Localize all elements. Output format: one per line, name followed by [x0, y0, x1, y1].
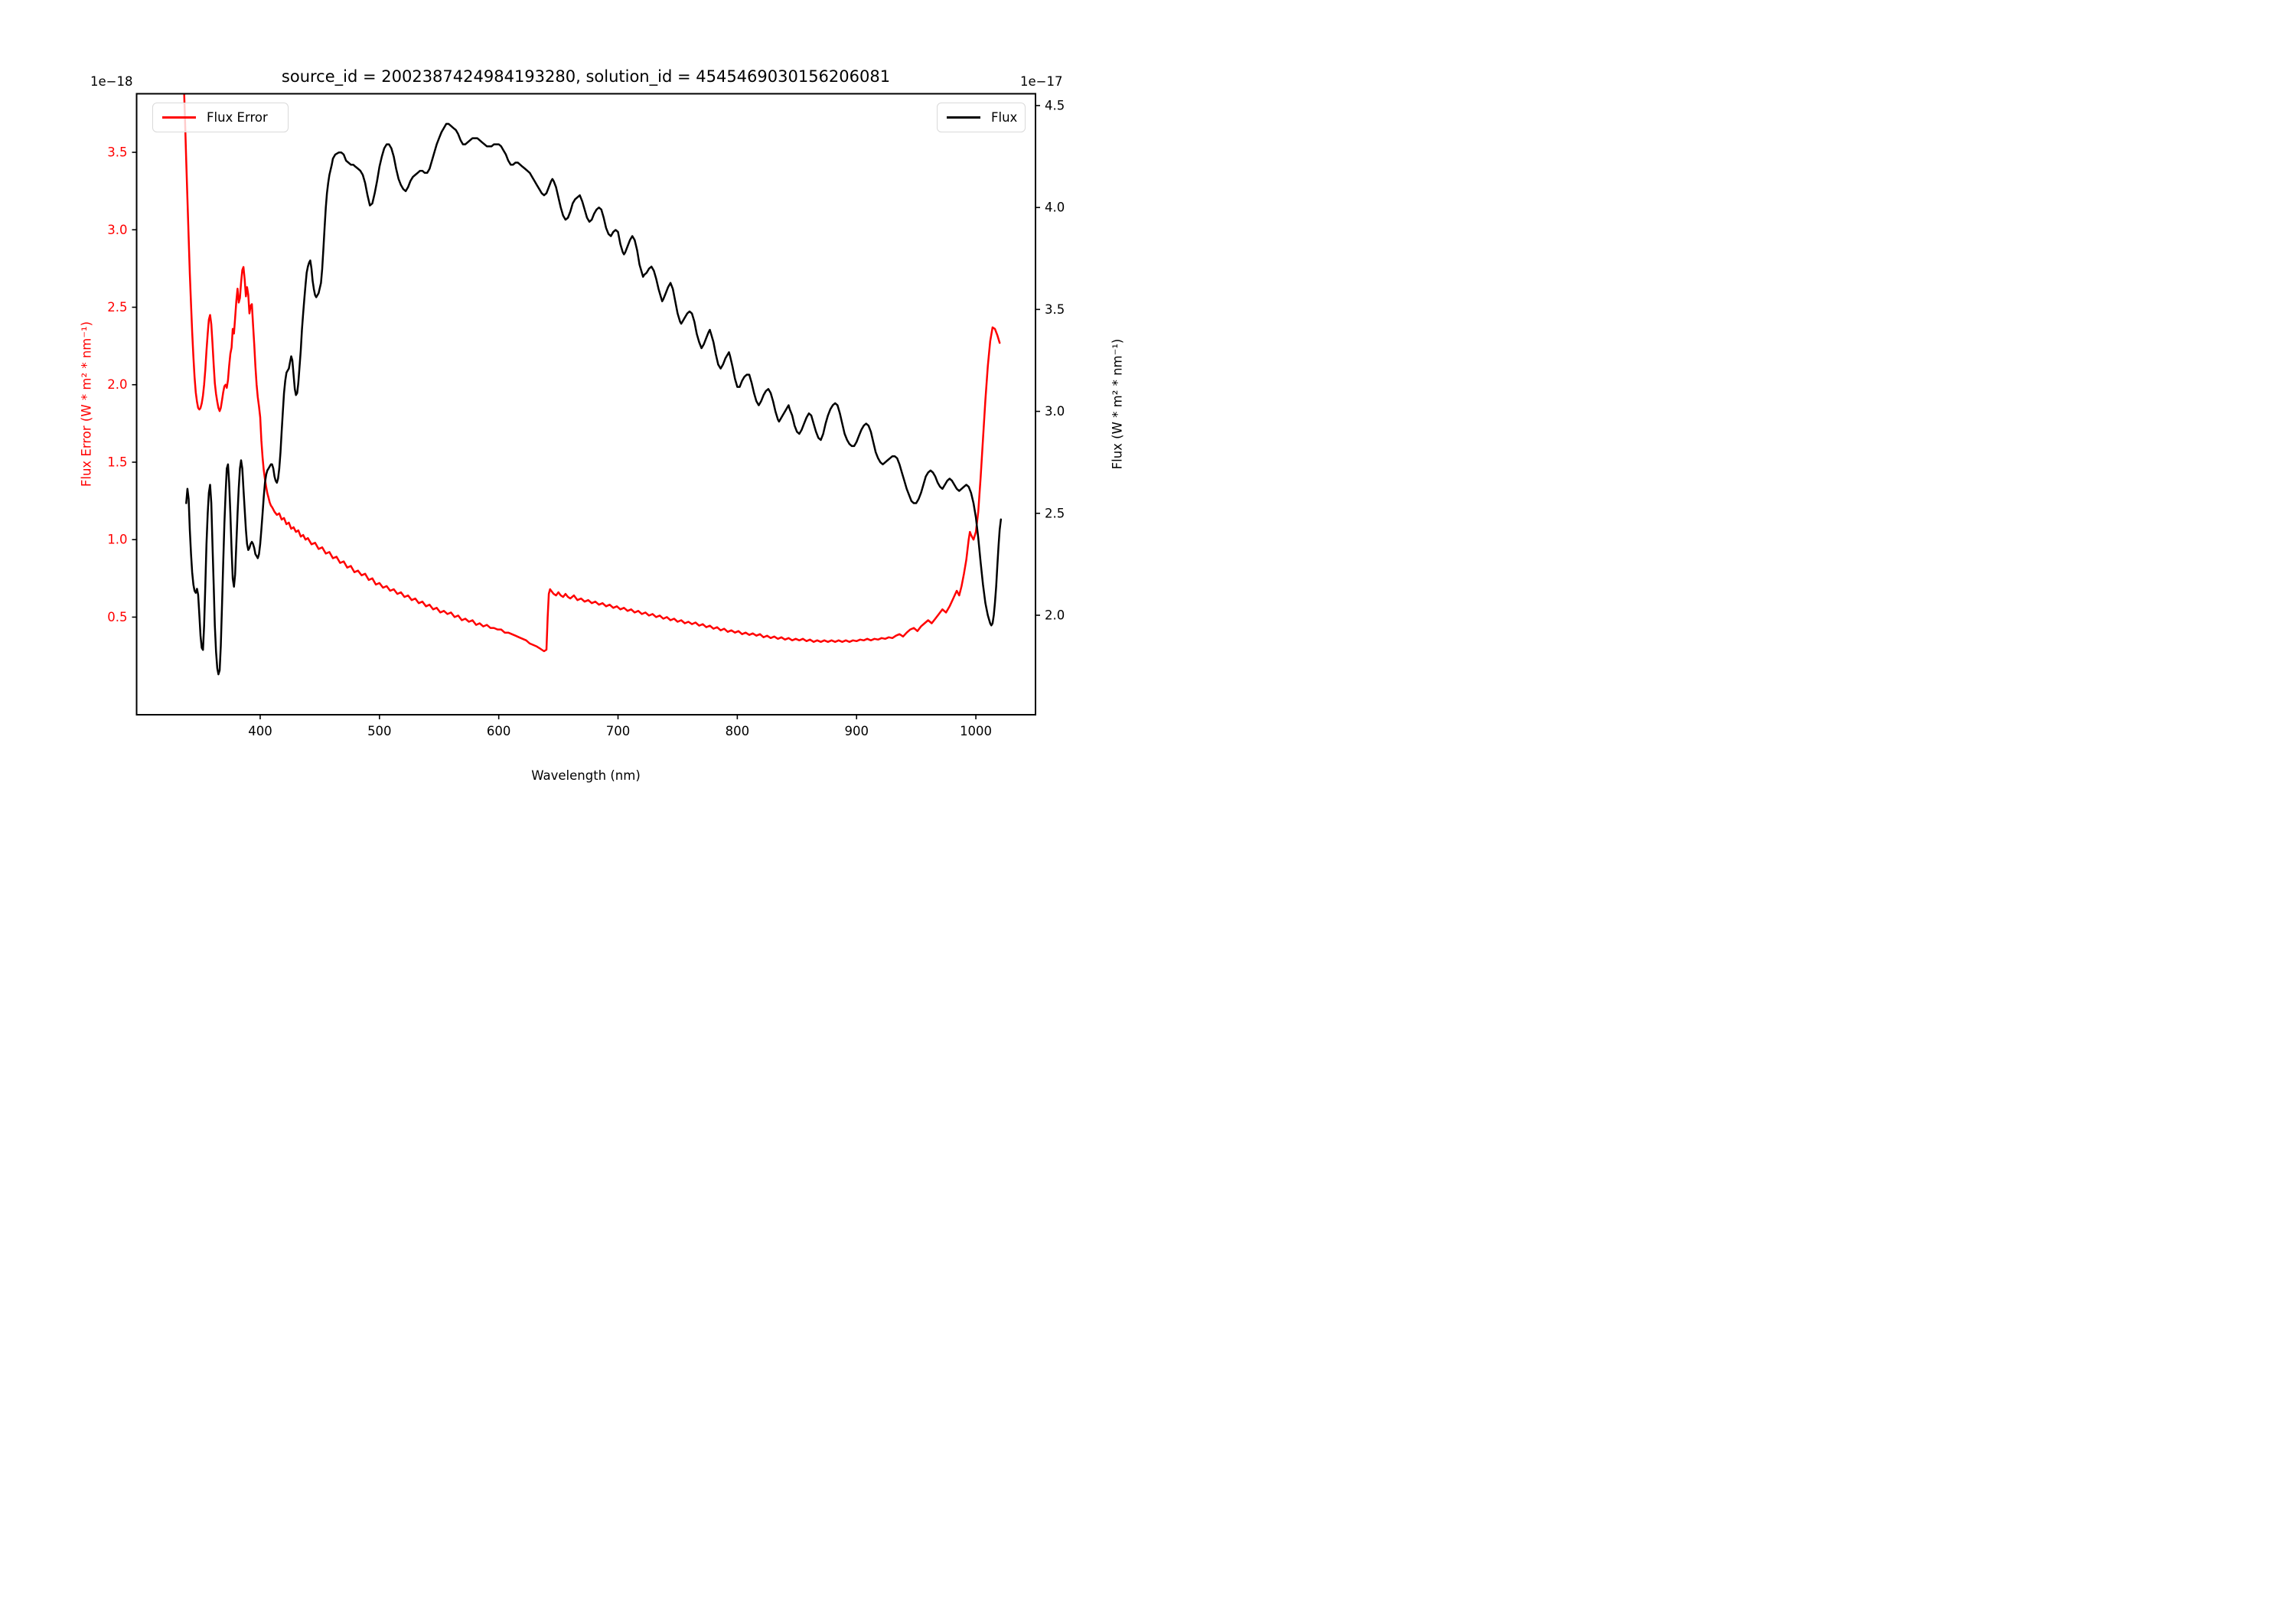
flux-line: [185, 122, 1003, 676]
right-axis-label: Flux (W * m² * nm⁻¹): [1110, 338, 1125, 470]
left-y-tick-label: 1.5: [107, 455, 127, 469]
right-axis-offset-text: 1e−17: [1020, 74, 1063, 89]
left-axis-label: Flux Error (W * m² * nm⁻¹): [79, 321, 94, 487]
x-tick-label: 400: [248, 724, 272, 738]
right-y-tick-label: 2.0: [1045, 608, 1065, 622]
left-y-tick-label: 1.0: [107, 533, 127, 547]
flux-legend: Flux: [937, 103, 1026, 132]
x-tick-label: 800: [726, 724, 750, 738]
x-tick-label: 900: [844, 724, 869, 738]
left-y-tick-label: 3.5: [107, 145, 127, 160]
flux-error-legend: Flux Error: [152, 103, 289, 132]
left-y-tick-label: 3.0: [107, 223, 127, 237]
right-y-tick-label: 4.0: [1045, 200, 1065, 215]
flux-legend-line: [947, 116, 980, 119]
flux-error-legend-line: [162, 116, 196, 119]
left-y-tick-label: 0.5: [107, 610, 127, 624]
x-axis-label: Wavelength (nm): [531, 768, 641, 783]
x-tick-label: 500: [367, 724, 392, 738]
plot-frame: [135, 93, 1036, 715]
plot-title: source_id = 2002387424984193280, solutio…: [281, 67, 891, 86]
right-y-tick-label: 2.5: [1045, 506, 1065, 520]
x-tick-label: 700: [606, 724, 631, 738]
flux-error-line: [183, 93, 1001, 653]
right-y-tick-label: 3.0: [1045, 404, 1065, 419]
flux-error-legend-label: Flux Error: [207, 110, 268, 125]
right-y-tick-label: 3.5: [1045, 302, 1065, 317]
left-y-tick-label: 2.0: [107, 377, 127, 392]
left-y-tick-label: 2.5: [107, 300, 127, 315]
flux-legend-label: Flux: [991, 110, 1018, 125]
left-axis-offset-text: 1e−18: [90, 74, 133, 89]
x-tick-label: 1000: [960, 724, 992, 738]
figure: 400 500 600 700 800 900 1000 0.5 1.0 1.5 2.0 2.5 3.0…: [0, 0, 1148, 804]
spectrum-plot-canvas: 400 500 600 700 800 900 1000 0.5 1.0 1.5 2.0 2.5 3.0…: [107, 93, 1065, 738]
x-tick-label: 600: [487, 724, 511, 738]
right-y-tick-label: 4.5: [1045, 98, 1065, 112]
